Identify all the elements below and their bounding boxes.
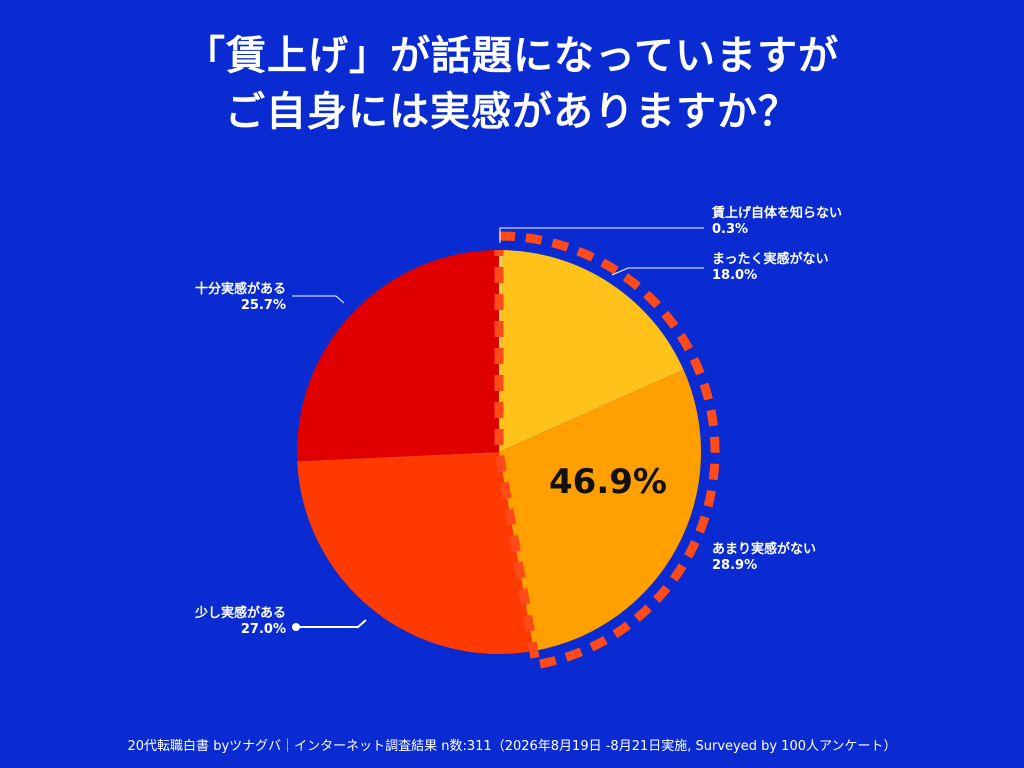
label-none-value: 18.0% — [712, 268, 758, 283]
leader-line-not-aware — [499, 227, 704, 243]
label-sufficient-name: 十分実感がある — [194, 282, 286, 297]
label-sufficient-value: 25.7% — [240, 298, 286, 313]
label-not-much: あまり実感がない 28.9% — [712, 542, 816, 574]
label-not-aware: 賃上げ自体を知らない 0.3% — [712, 206, 842, 238]
slice-not-much — [499, 369, 701, 651]
label-not-much-value: 28.9% — [712, 558, 758, 573]
label-sufficient: 十分実感がある 25.7% — [195, 282, 286, 314]
label-none: まったく実感がない 18.0% — [712, 252, 828, 284]
label-somewhat: 少し実感がある 27.0% — [195, 606, 286, 638]
label-not-aware-value: 0.3% — [712, 222, 749, 237]
slice-none — [499, 250, 684, 452]
label-not-much-name: あまり実感がない — [712, 542, 817, 557]
leader-line-somewhat — [296, 619, 367, 628]
label-somewhat-value: 27.0% — [240, 622, 286, 637]
leader-line-none — [611, 267, 704, 276]
label-not-aware-name: 賃上げ自体を知らない — [712, 206, 843, 221]
label-none-name: まったく実感がない — [712, 252, 829, 267]
label-somewhat-name: 少し実感がある — [194, 606, 286, 621]
title-line-1: 「賃上げ」が話題になっていますが — [185, 33, 839, 79]
leader-dot-somewhat — [292, 623, 300, 631]
slice-sufficient — [296, 250, 499, 462]
chart-title: 「賃上げ」が話題になっていますが ご自身には実感がありますか？ — [0, 28, 1024, 140]
highlight-value: 46.9% — [549, 462, 667, 502]
slice-somewhat — [297, 452, 534, 655]
leader-line-sufficient — [292, 295, 345, 304]
highlight-outline — [494, 231, 720, 670]
title-line-2: ご自身には実感がありますか？ — [225, 89, 799, 135]
footer-source: 20代転職白書 byツナグバ｜インターネット調査結果 n数:311（2026年8… — [127, 739, 897, 754]
